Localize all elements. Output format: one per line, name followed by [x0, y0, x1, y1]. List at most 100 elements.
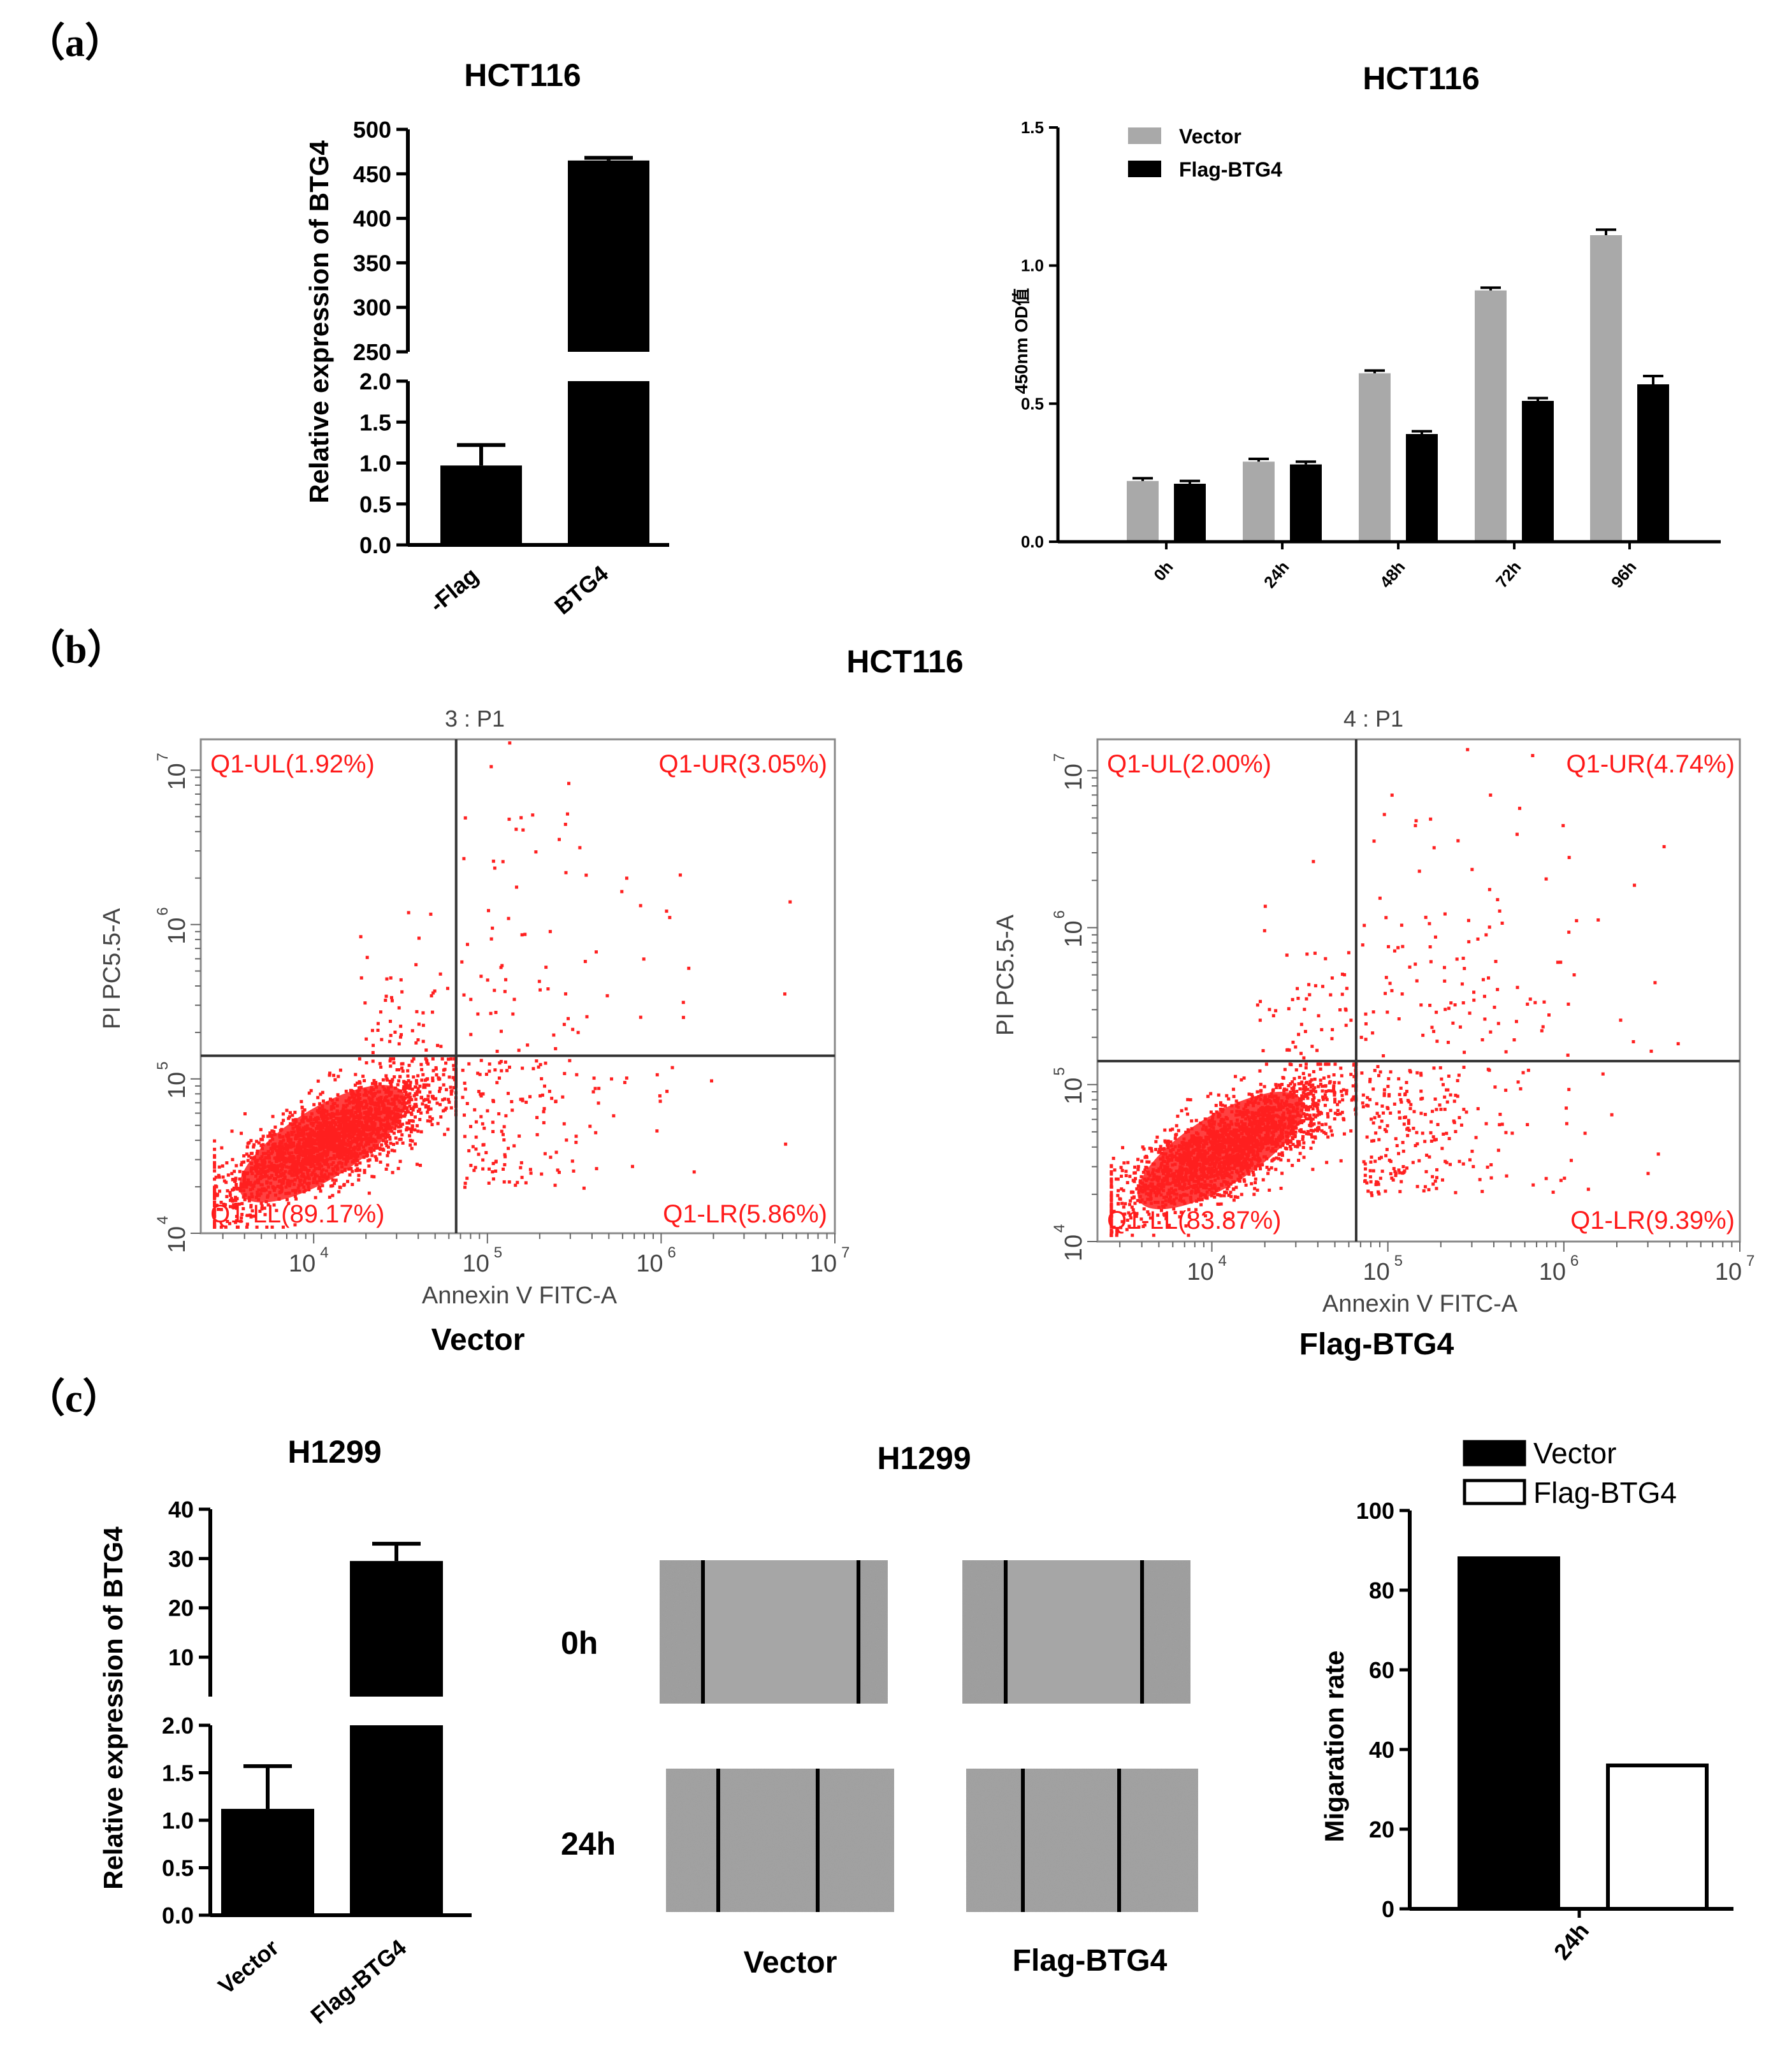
b1-event-2547	[463, 816, 467, 820]
b2-event-1583	[1352, 1063, 1356, 1067]
b1-event-588	[235, 1182, 238, 1186]
b2-event-852	[1303, 1114, 1307, 1118]
b2-event-1423	[1297, 1082, 1301, 1085]
b1-event-2480	[365, 1037, 368, 1041]
b1-event-638	[387, 1150, 391, 1154]
b1-event-1434	[336, 1075, 340, 1078]
b2-event-582	[1122, 1189, 1125, 1192]
b1-event-2400	[554, 1150, 558, 1154]
b1-event-1771	[419, 1130, 423, 1134]
b1-event-2424	[625, 1076, 628, 1080]
b1-event-1486	[443, 1108, 447, 1112]
b1-event-726	[355, 1082, 359, 1085]
b1-event-1636	[368, 1158, 372, 1162]
b2-event-735	[1250, 1092, 1254, 1096]
b1-event-2429	[478, 1073, 482, 1076]
b1-event-2589	[537, 980, 541, 983]
b2-event-300	[1296, 1140, 1299, 1143]
b1-event-1192	[416, 1163, 419, 1166]
b1-event-2575	[526, 1043, 530, 1047]
b1-event-2398	[503, 1060, 507, 1064]
b1-event-1416	[384, 1074, 388, 1078]
a1-ytick-lower-label-2: 1.0	[359, 451, 391, 477]
b1-event-2232	[408, 1087, 412, 1090]
b2-event-1498	[1232, 1094, 1236, 1098]
b1-event-1480	[242, 1160, 246, 1164]
b2-event-761	[1145, 1160, 1149, 1164]
b2-event-1015	[1227, 1217, 1231, 1221]
b2-event-436	[1134, 1177, 1138, 1180]
b1-event-945	[401, 1114, 405, 1118]
b2-event-784	[1319, 1062, 1322, 1066]
b1-event-2384	[554, 1099, 558, 1103]
b2-event-873	[1316, 1103, 1320, 1106]
b1-event-2590	[489, 1011, 493, 1015]
b2-event-421	[1199, 1203, 1203, 1206]
b2-event-564	[1277, 1152, 1281, 1156]
b1-event-1028	[410, 1098, 414, 1101]
b2-event-1947	[1339, 1159, 1343, 1163]
b2-event-1464	[1157, 1150, 1161, 1154]
b1-event-1991	[344, 1089, 348, 1093]
b1-event-1797	[363, 1171, 366, 1175]
b2-event-2094	[1319, 1112, 1323, 1115]
b1-event-1466	[405, 1126, 409, 1130]
b1-event-2065	[231, 1178, 235, 1182]
b2-event-519	[1180, 1109, 1183, 1113]
b1-event-520	[416, 1074, 420, 1078]
b2-event-2202	[1415, 1185, 1419, 1189]
b1-event-1871	[294, 1197, 298, 1201]
b2-event-1140	[1124, 1170, 1128, 1173]
b1-event-2448	[494, 1160, 498, 1164]
b2-event-507	[1352, 1075, 1356, 1078]
b2-event-1331	[1308, 1073, 1312, 1077]
b1-event-2375	[500, 1069, 503, 1073]
b2-event-438	[1306, 1132, 1310, 1136]
b1-event-2253	[291, 1113, 294, 1117]
b1-event-209	[245, 1152, 249, 1156]
b1-event-1085	[429, 1107, 433, 1111]
b2-event-1174	[1326, 1135, 1330, 1139]
b1-event-2240	[225, 1161, 229, 1165]
b2-event-2187	[1445, 1100, 1449, 1104]
chart-a2-bar-Flag-BTG4-72h	[1522, 401, 1554, 542]
b1-event-2140	[447, 1057, 451, 1061]
b2-event-1488	[1311, 1168, 1315, 1171]
b1-event-2427	[597, 1101, 600, 1105]
b1-event-2555	[605, 994, 609, 997]
b1-event-2055	[393, 1127, 397, 1131]
b2-event-2178	[1303, 1076, 1306, 1080]
b1-event-1099	[378, 1152, 382, 1156]
b2-event-204	[1321, 1089, 1324, 1093]
b2-event-1451	[1110, 1210, 1113, 1213]
b1-event-1433	[268, 1131, 272, 1135]
b1-event-1173	[401, 1062, 405, 1066]
b1-event-2388	[491, 1129, 495, 1133]
b2-event-537	[1324, 1090, 1328, 1094]
b1-event-2414	[493, 1068, 497, 1072]
b1-event-2460	[510, 1100, 514, 1104]
b1-event-2545	[668, 916, 672, 920]
b1-event-1082	[396, 1129, 400, 1133]
b1-event-969	[260, 1207, 264, 1211]
b2-event-340	[1266, 1171, 1270, 1175]
b2-event-1455	[1154, 1148, 1158, 1152]
b1-event-2334	[476, 1071, 480, 1075]
b1-event-1886	[332, 1073, 336, 1077]
b2-event-385	[1330, 1133, 1334, 1137]
b1-event-604	[238, 1177, 242, 1181]
b2-event-1318	[1312, 1096, 1316, 1100]
b1-event-871	[249, 1215, 253, 1219]
b1-event-2331	[479, 1092, 482, 1096]
b1-event-1956	[435, 1101, 439, 1105]
b1-event-2551	[564, 871, 568, 874]
b1-event-1803	[236, 1187, 240, 1191]
b2-event-93	[1157, 1148, 1161, 1152]
b2-event-2069	[1291, 1143, 1295, 1147]
b1-event-2220	[250, 1152, 254, 1156]
b2-event-2088	[1285, 1147, 1289, 1151]
b2-event-1902	[1125, 1228, 1129, 1231]
b1-event-2539	[511, 1012, 515, 1016]
b2-event-61	[1147, 1212, 1151, 1216]
b1-event-2483	[388, 1040, 392, 1043]
